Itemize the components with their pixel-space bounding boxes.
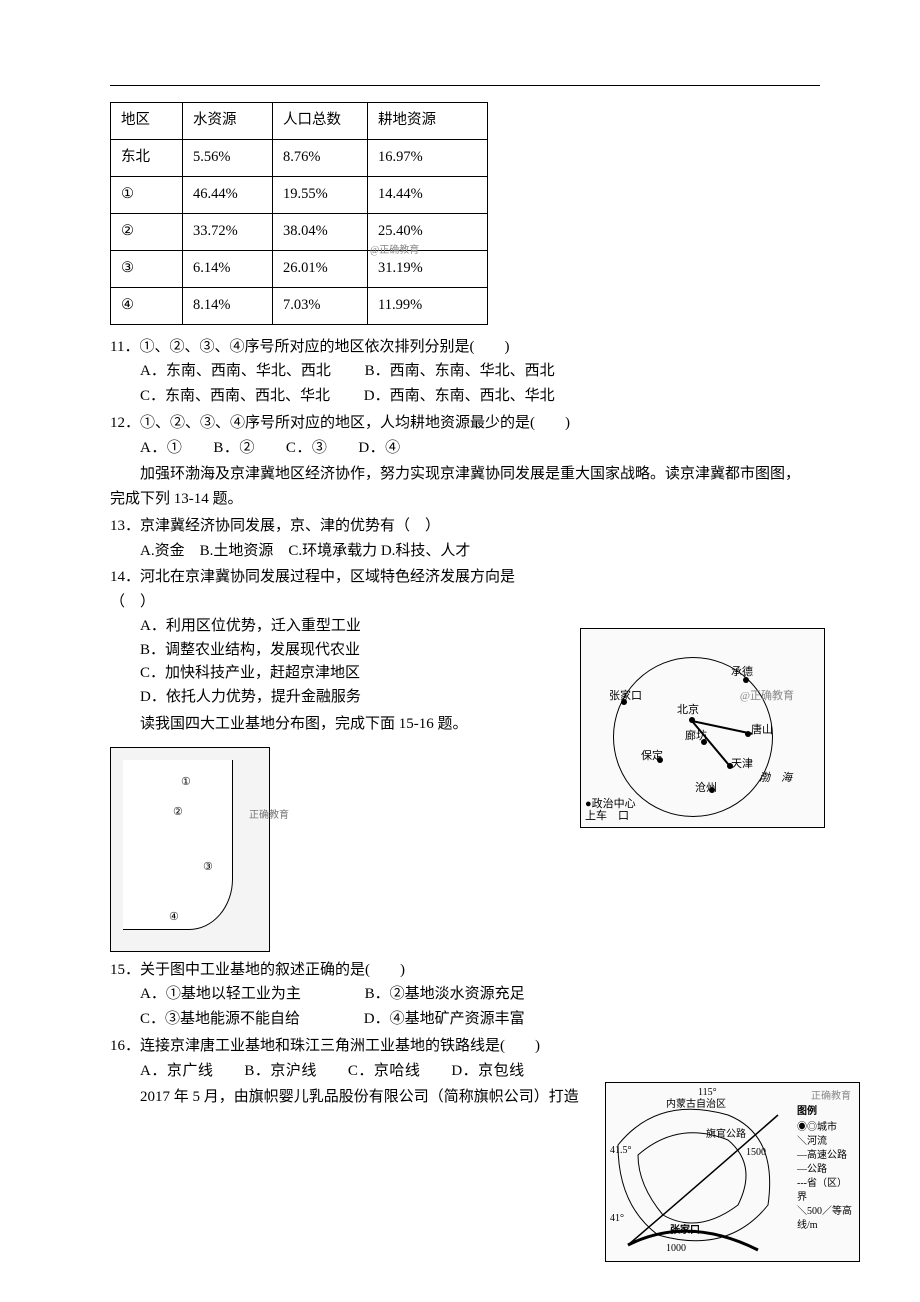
cell: 26.01% bbox=[273, 250, 368, 287]
mark-2: ② bbox=[173, 803, 183, 821]
q14: 14．河北在京津冀协同发展过程中，区域特色经济发展方向是（ ） A．利用区位优势… bbox=[110, 565, 540, 710]
th-water: 水资源 bbox=[183, 103, 273, 140]
lbl-cz: 沧州 bbox=[695, 779, 717, 797]
q12-stem: 12．①、②、③、④序号所对应的地区，人均耕地资源最少的是( ) bbox=[110, 411, 810, 436]
cell: ③ bbox=[111, 250, 183, 287]
mark-1: ① bbox=[181, 773, 191, 791]
lbl-bd: 保定 bbox=[641, 747, 663, 765]
q15: 15．关于图中工业基地的叙述正确的是( ) A．①基地以轻工业为主 B．②基地淡… bbox=[110, 958, 810, 1032]
table-row: ④ 8.14% 7.03% 11.99% bbox=[111, 287, 488, 324]
q15-opts-row1: A．①基地以轻工业为主 B．②基地淡水资源充足 bbox=[110, 982, 810, 1007]
table-watermark: @正确教育 bbox=[370, 243, 419, 260]
q15-stem: 15．关于图中工业基地的叙述正确的是( ) bbox=[110, 958, 810, 983]
legend-river: ＼河流 bbox=[797, 1135, 855, 1149]
lbl-bj: 北京 bbox=[677, 701, 699, 719]
table-header-row: 地区 水资源 人口总数 耕地资源 bbox=[111, 103, 488, 140]
lbl-ts: 唐山 bbox=[751, 721, 773, 739]
bottom-passage: 2017 年 5 月，由旗帜婴儿乳品股份有限公司（简称旗帜公司）打造 bbox=[110, 1085, 630, 1110]
q13-stem: 13．京津冀经济协同发展，京、津的优势有（ ） bbox=[110, 514, 540, 539]
table-row: ③ 6.14% 26.01% @正确教育 31.19% bbox=[111, 250, 488, 287]
cell: 东北 bbox=[111, 139, 183, 176]
q11-a: A．东南、西南、华北、西北 bbox=[140, 363, 331, 379]
q11-stem: 11．①、②、③、④序号所对应的地区依次排列分别是( ) bbox=[110, 335, 810, 360]
cell: 38.04% bbox=[273, 213, 368, 250]
lbl-tj: 天津 bbox=[731, 755, 753, 773]
q15-opts-row2: C．③基地能源不能自给 D．④基地矿产资源丰富 bbox=[110, 1007, 810, 1032]
q11-b: B．西南、东南、华北、西北 bbox=[365, 363, 555, 379]
map3-legend: 图例 ◉◎城市 ＼河流 —高速公路 —公路 ---省（区）界 ＼500／等高线/… bbox=[797, 1105, 855, 1233]
q11-d: D．西南、东南、西北、华北 bbox=[364, 388, 555, 404]
cell: ② bbox=[111, 213, 183, 250]
legend-city: ◉◎城市 bbox=[797, 1121, 855, 1135]
q15-b: B．②基地淡水资源充足 bbox=[365, 986, 525, 1002]
table-row: 东北 5.56% 8.76% 16.97% bbox=[111, 139, 488, 176]
cell: @正确教育 31.19% bbox=[368, 250, 488, 287]
cell: ① bbox=[111, 176, 183, 213]
mark-4: ④ bbox=[169, 908, 179, 926]
q15-c: C．③基地能源不能自给 bbox=[140, 1011, 300, 1027]
q15-a: A．①基地以轻工业为主 bbox=[140, 986, 301, 1002]
q14-c: C．加快科技产业，赶超京津地区 bbox=[110, 661, 540, 686]
cell: 7.03% bbox=[273, 287, 368, 324]
legend-border: ---省（区）界 bbox=[797, 1177, 855, 1205]
cell: 14.44% bbox=[368, 176, 488, 213]
lbl-cd: 承德 bbox=[731, 663, 753, 681]
cell: 16.97% bbox=[368, 139, 488, 176]
map2-watermark: 正确教育 bbox=[249, 808, 289, 825]
th-region: 地区 bbox=[111, 103, 183, 140]
cell: 46.44% bbox=[183, 176, 273, 213]
mark-3: ③ bbox=[203, 858, 213, 876]
th-pop: 人口总数 bbox=[273, 103, 368, 140]
q11-opts-row2: C．东南、西南、西北、华北 D．西南、东南、西北、华北 bbox=[110, 384, 810, 409]
top-rule bbox=[110, 85, 820, 86]
cell: 19.55% bbox=[273, 176, 368, 213]
q11-c: C．东南、西南、西北、华北 bbox=[140, 388, 330, 404]
cell-val: 31.19% bbox=[378, 260, 423, 276]
q14-a: A．利用区位优势，迁入重型工业 bbox=[110, 614, 540, 639]
lbl-key2: 上车 口 bbox=[585, 807, 629, 825]
q13: 13．京津冀经济协同发展，京、津的优势有（ ） A.资金 B.土地资源 C.环境… bbox=[110, 514, 540, 564]
table-row: ① 46.44% 19.55% 14.44% bbox=[111, 176, 488, 213]
block-13-14: 13．京津冀经济协同发展，京、津的优势有（ ） A.资金 B.土地资源 C.环境… bbox=[110, 514, 540, 710]
map-jjj: 张家口 承德 北京 唐山 廊坊 保定 天津 沧州 渤 海 ●政治中心 上车 口 … bbox=[580, 628, 825, 828]
legend-contour: ＼500／等高线/m bbox=[797, 1205, 855, 1233]
q11: 11．①、②、③、④序号所对应的地区依次排列分别是( ) A．东南、西南、华北、… bbox=[110, 335, 810, 409]
cell: 8.14% bbox=[183, 287, 273, 324]
cell: 6.14% bbox=[183, 250, 273, 287]
coastline bbox=[123, 760, 233, 930]
table-row: ② 33.72% 38.04% 25.40% bbox=[111, 213, 488, 250]
q16-stem: 16．连接京津唐工业基地和珠江三角洲工业基地的铁路线是( ) bbox=[110, 1034, 810, 1059]
resource-table: 地区 水资源 人口总数 耕地资源 东北 5.56% 8.76% 16.97% ①… bbox=[110, 102, 488, 325]
q14-b: B．调整农业结构，发展现代农业 bbox=[110, 638, 540, 663]
q16-opts: A．京广线 B．京沪线 C．京哈线 D．京包线 bbox=[110, 1059, 810, 1084]
legend-expr: —高速公路 bbox=[797, 1149, 855, 1163]
th-land: 耕地资源 bbox=[368, 103, 488, 140]
cell: 5.56% bbox=[183, 139, 273, 176]
map1-watermark: @正确教育 bbox=[740, 687, 794, 705]
q15-d: D．④基地矿产资源丰富 bbox=[364, 1011, 525, 1027]
map-zhangjiakou-contour: 正确教育 115° 内蒙古自治区 旗官公路 41.5° 41° 张家口 1500… bbox=[605, 1082, 860, 1262]
legend-road: —公路 bbox=[797, 1163, 855, 1177]
legend-title: 图例 bbox=[797, 1105, 855, 1119]
cell: 11.99% bbox=[368, 287, 488, 324]
cell: 33.72% bbox=[183, 213, 273, 250]
q14-d: D．依托人力优势，提升金融服务 bbox=[110, 685, 540, 710]
passage-13-14: 加强环渤海及京津冀地区经济协作，努力实现京津冀协同发展是重大国家战略。读京津冀都… bbox=[110, 462, 810, 512]
lbl-lf: 廊坊 bbox=[685, 727, 707, 745]
q12-opts: A．① B．② C．③ D．④ bbox=[110, 436, 810, 461]
contour-svg bbox=[608, 1085, 798, 1261]
q11-opts-row1: A．东南、西南、华北、西北 B．西南、东南、华北、西北 bbox=[110, 359, 810, 384]
q13-opts: A.资金 B.土地资源 C.环境承载力 D.科技、人才 bbox=[110, 539, 540, 564]
map3-watermark: 正确教育 bbox=[811, 1089, 851, 1106]
map-industrial-bases: ① ② ③ ④ 正确教育 bbox=[110, 747, 270, 952]
q12: 12．①、②、③、④序号所对应的地区，人均耕地资源最少的是( ) A．① B．②… bbox=[110, 411, 810, 461]
lbl-bh: 渤 海 bbox=[759, 769, 792, 787]
cell: ④ bbox=[111, 287, 183, 324]
q16: 16．连接京津唐工业基地和珠江三角洲工业基地的铁路线是( ) A．京广线 B．京… bbox=[110, 1034, 810, 1084]
lbl-zjk: 张家口 bbox=[609, 687, 642, 705]
q14-stem: 14．河北在京津冀协同发展过程中，区域特色经济发展方向是（ ） bbox=[110, 565, 540, 615]
cell: 8.76% bbox=[273, 139, 368, 176]
